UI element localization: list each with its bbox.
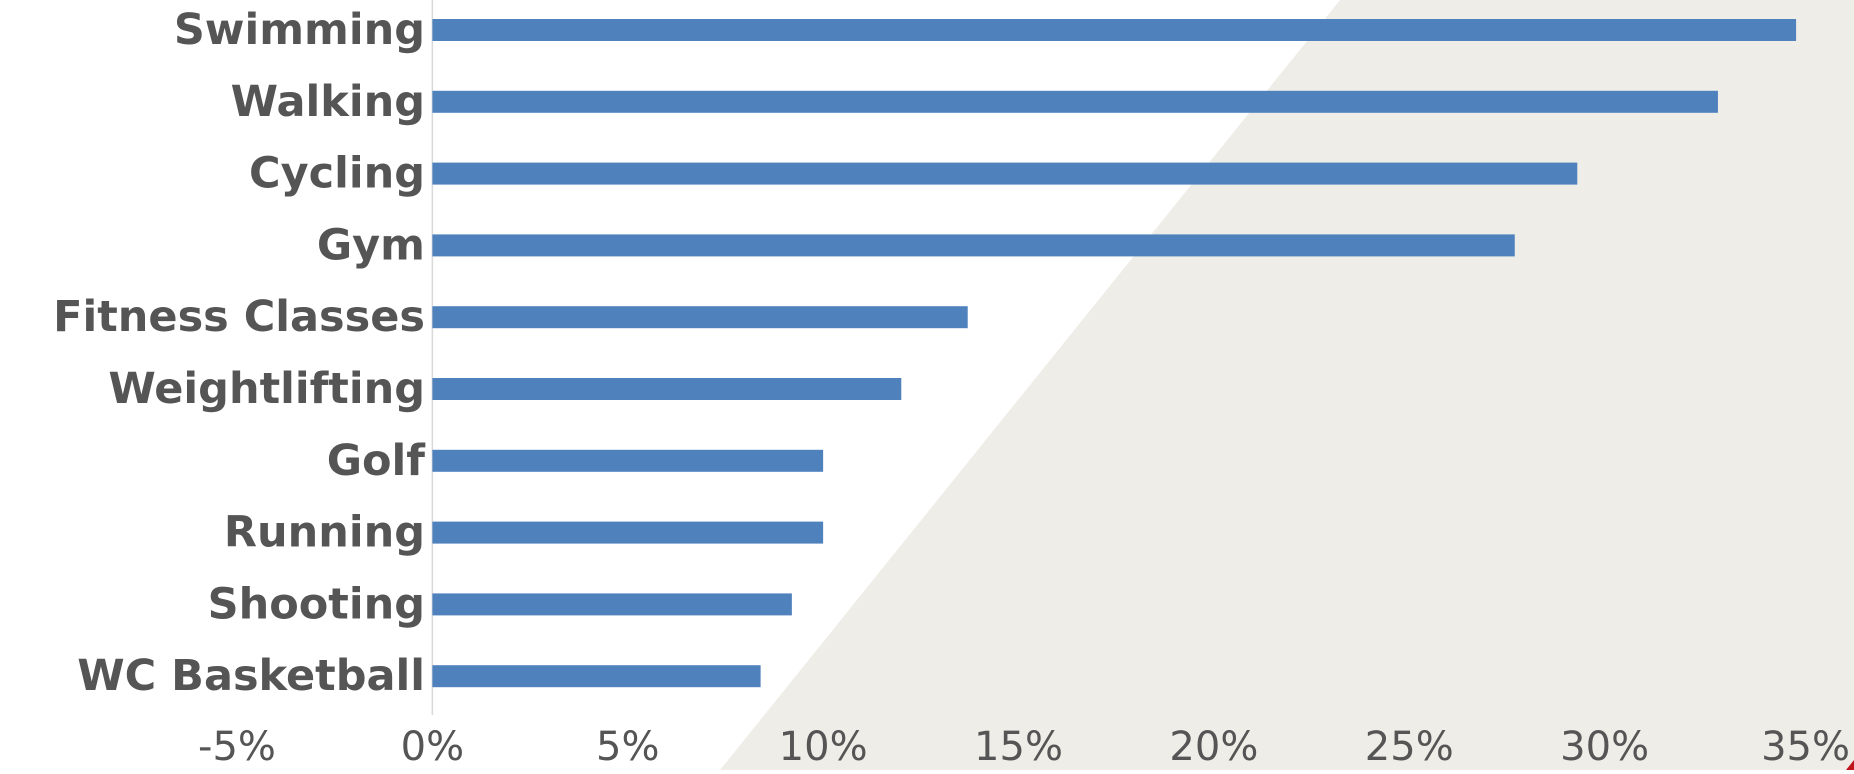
x-tick-label: 15% <box>974 724 1063 770</box>
category-label: Cycling <box>249 149 425 199</box>
x-tick-label: 0% <box>401 724 464 770</box>
bar-running <box>432 521 824 544</box>
category-label: Shooting <box>208 579 425 629</box>
category-label: Weightlifting <box>108 364 425 414</box>
category-label: Gym <box>317 220 425 270</box>
bar-fitness-classes <box>432 306 968 329</box>
corner-accent-mark <box>1846 760 1854 770</box>
x-axis-tick-labels: -5% 0% 5% 10% 15% 20% 25% 30% 35% <box>198 724 1850 770</box>
category-label: Golf <box>327 436 427 486</box>
category-label: Running <box>224 508 425 558</box>
bar-wc-basketball <box>432 665 761 688</box>
x-tick-label: 5% <box>596 724 659 770</box>
category-labels: Swimming Walking Cycling Gym Fitness Classes… <box>53 5 426 701</box>
bar-cycling <box>432 162 1578 185</box>
x-tick-label: 20% <box>1169 724 1258 770</box>
bar-weightlifting <box>432 378 902 400</box>
bar-walking <box>432 90 1718 113</box>
x-tick-label: -5% <box>198 724 276 770</box>
x-tick-label: 30% <box>1560 724 1649 770</box>
bar-shooting <box>432 593 792 616</box>
x-tick-label: 10% <box>779 724 868 770</box>
category-label: WC Basketball <box>77 651 425 701</box>
bar-golf <box>432 449 824 472</box>
x-tick-label: 35% <box>1761 724 1850 770</box>
category-label: Swimming <box>174 5 425 55</box>
bar-gym <box>432 234 1515 257</box>
background-shape <box>720 0 1854 770</box>
bars-group <box>432 19 1797 688</box>
category-label: Walking <box>231 77 425 127</box>
x-tick-label: 25% <box>1365 724 1454 770</box>
category-label: Fitness Classes <box>53 292 425 342</box>
bar-swimming <box>432 19 1797 41</box>
